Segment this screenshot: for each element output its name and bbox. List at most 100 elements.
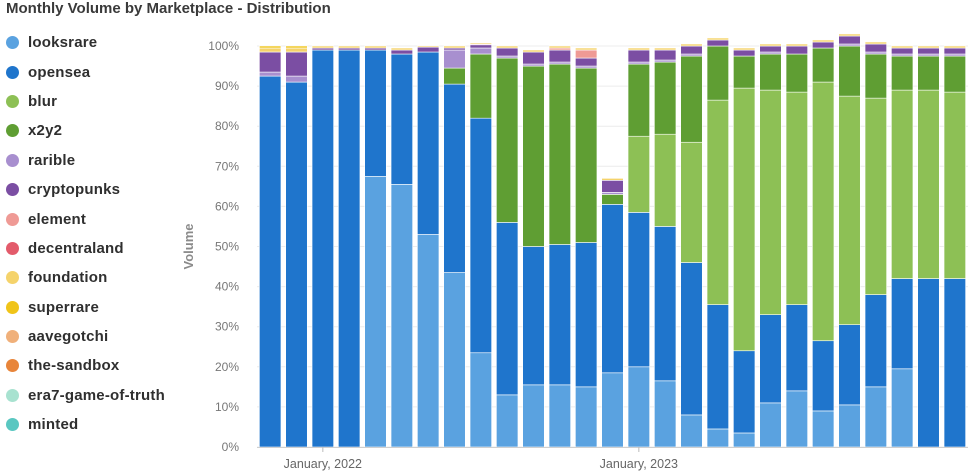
bar-segment-rarible [838, 43, 861, 47]
y-tick-label: 90% [215, 79, 239, 93]
legend-item-element[interactable]: element [4, 204, 194, 233]
legend-label: superrare [28, 298, 100, 316]
bar-segment-foundation [575, 47, 598, 51]
bar-segment-foundation [259, 47, 282, 53]
y-tick-label: 30% [215, 320, 239, 334]
bar-segment-x2y2 [522, 65, 545, 247]
bar-segment-opensea [917, 278, 940, 448]
bar-segment-foundation [838, 33, 861, 37]
legend-label: looksrare [28, 34, 98, 52]
bar-segment-foundation [338, 45, 361, 49]
bar-segment-cryptopunks [259, 51, 282, 73]
legend-swatch [6, 271, 19, 285]
bar-segment-looksrare [759, 402, 782, 448]
bar-segment-blur [627, 135, 650, 213]
bar-segment-opensea [364, 49, 387, 177]
legend-item-decentraland[interactable]: decentraland [4, 234, 194, 263]
legend-label: era7-game-of-truth [28, 386, 165, 404]
legend-item-looksrare[interactable]: looksrare [4, 28, 194, 57]
bar-segment-opensea [627, 212, 650, 368]
bar-segment-looksrare [601, 372, 624, 448]
legend-label: minted [28, 416, 79, 434]
bar-segment-opensea [654, 226, 677, 382]
bar-segment-looksrare [654, 380, 677, 448]
x-tick-label: January, 2023 [600, 457, 678, 471]
bar-segment-opensea [785, 304, 808, 392]
legend-label: the-sandbox [28, 357, 120, 375]
x-tick-label: January, 2022 [284, 457, 362, 471]
legend-label: rarible [28, 151, 76, 169]
bar-segment-opensea [390, 53, 413, 185]
bar-segment-foundation [469, 42, 492, 45]
bar-segment-foundation [311, 45, 334, 49]
bar-segment-blur [891, 89, 914, 279]
bar-segment-opensea [285, 81, 308, 448]
bar-segment-cryptopunks [864, 43, 887, 53]
bar-segment-rarible [891, 53, 914, 57]
bar-segment-looksrare [838, 404, 861, 448]
legend-item-cryptopunks[interactable]: cryptopunks [4, 175, 194, 204]
bar-segment-looksrare [548, 384, 571, 448]
bar-segment-foundation [548, 45, 571, 49]
bar-segment-x2y2 [496, 57, 519, 223]
bar-segment-blur [943, 91, 966, 279]
bar-segment-foundation [522, 49, 545, 53]
legend-item-superrare[interactable]: superrare [4, 293, 194, 322]
bar-segment-foundation [627, 47, 650, 51]
bar-segment-blur [838, 95, 861, 326]
bar-segment-rarible [654, 59, 677, 63]
bar-segment-superrare [285, 45, 308, 49]
legend-label: aavegotchi [28, 328, 109, 346]
bar-segment-opensea [548, 244, 571, 386]
legend-item-era7-game-of-truth[interactable]: era7-game-of-truth [4, 381, 194, 410]
legend-label: decentraland [28, 239, 124, 257]
bar-segment-foundation [364, 45, 387, 49]
bar-segment-rarible [285, 75, 308, 83]
bar-segment-opensea [522, 246, 545, 386]
legend-item-opensea[interactable]: opensea [4, 57, 194, 86]
bar-segment-x2y2 [601, 194, 624, 205]
bar-segment-cryptopunks [812, 41, 835, 49]
bar-segment-looksrare [812, 410, 835, 448]
legend-item-foundation[interactable]: foundation [4, 263, 194, 292]
bar-segment-blur [812, 81, 835, 342]
legend-swatch [6, 124, 19, 138]
bar-segment-cryptopunks [917, 47, 940, 55]
bar-segment-looksrare [443, 272, 466, 448]
bar-segment-blur [785, 91, 808, 305]
legend-item-aavegotchi[interactable]: aavegotchi [4, 322, 194, 351]
bar-segment-cryptopunks [469, 44, 492, 49]
bar-segment-cryptopunks [680, 45, 703, 55]
bar-segment-opensea [680, 262, 703, 416]
bar-segment-cryptopunks [759, 45, 782, 53]
bar-segment-foundation [864, 41, 887, 45]
legend-item-rarible[interactable]: rarible [4, 146, 194, 175]
bar-segment-x2y2 [548, 63, 571, 245]
bar-segment-blur [759, 89, 782, 315]
bar-segment-opensea [838, 324, 861, 406]
bar-segment-cryptopunks [733, 49, 756, 57]
bar-segment-foundation [285, 47, 308, 53]
legend-item-minted[interactable]: minted [4, 410, 194, 439]
bar-segment-blur [917, 89, 940, 279]
y-tick-label: 50% [215, 240, 239, 254]
bar-segment-looksrare [469, 352, 492, 448]
legend-swatch [6, 388, 19, 402]
bar-segment-looksrare [575, 386, 598, 448]
bar-segment-looksrare [706, 428, 729, 448]
y-tick-label: 10% [215, 400, 239, 414]
bar-segment-foundation [680, 43, 703, 47]
bar-segment-looksrare [522, 384, 545, 448]
bar-segment-opensea [469, 117, 492, 354]
legend-item-blur[interactable]: blur [4, 87, 194, 116]
bar-segment-blur [654, 133, 677, 227]
bar-segment-cryptopunks [417, 46, 440, 53]
legend-item-x2y2[interactable]: x2y2 [4, 116, 194, 145]
legend-swatch [6, 183, 19, 197]
y-tick-label: 60% [215, 199, 239, 213]
legend-swatch [6, 418, 19, 432]
bar-segment-foundation [417, 45, 440, 48]
legend-item-the-sandbox[interactable]: the-sandbox [4, 351, 194, 380]
bar-segment-x2y2 [864, 53, 887, 99]
